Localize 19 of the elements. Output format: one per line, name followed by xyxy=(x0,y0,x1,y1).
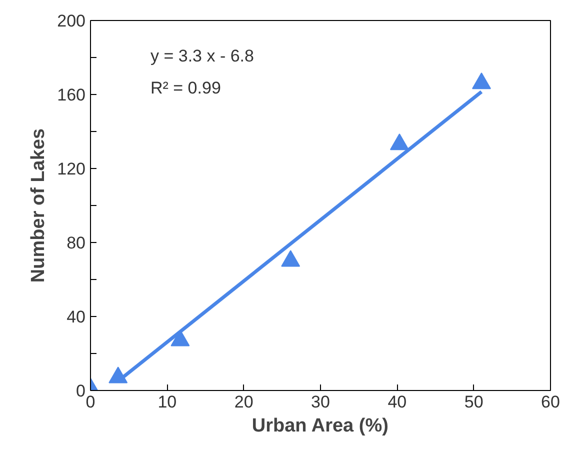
point xyxy=(472,72,491,90)
y-tick-label: 200 xyxy=(57,12,86,30)
point xyxy=(390,134,409,150)
x-tick-label: 60 xyxy=(541,392,560,412)
y-tick-label: 40 xyxy=(66,308,86,326)
x-axis-title: Urban Area (%) xyxy=(252,416,388,436)
x-tick-label: 20 xyxy=(234,392,254,412)
annotation: y = 3.3 x - 6.8 xyxy=(150,46,254,66)
x-tick-label: 30 xyxy=(311,392,330,412)
y-tick-label: 80 xyxy=(66,234,86,252)
x-tick-label: 40 xyxy=(388,392,407,412)
point xyxy=(281,250,300,267)
y-tick-label: 160 xyxy=(57,86,86,104)
point xyxy=(108,366,128,384)
y-axis-title: Number of Lakes xyxy=(28,128,50,283)
y-tick-label: 120 xyxy=(57,160,86,178)
x-tick-label: 50 xyxy=(464,392,484,412)
x-tick-label: 10 xyxy=(158,392,177,412)
annotation: R² = 0.99 xyxy=(150,78,221,98)
